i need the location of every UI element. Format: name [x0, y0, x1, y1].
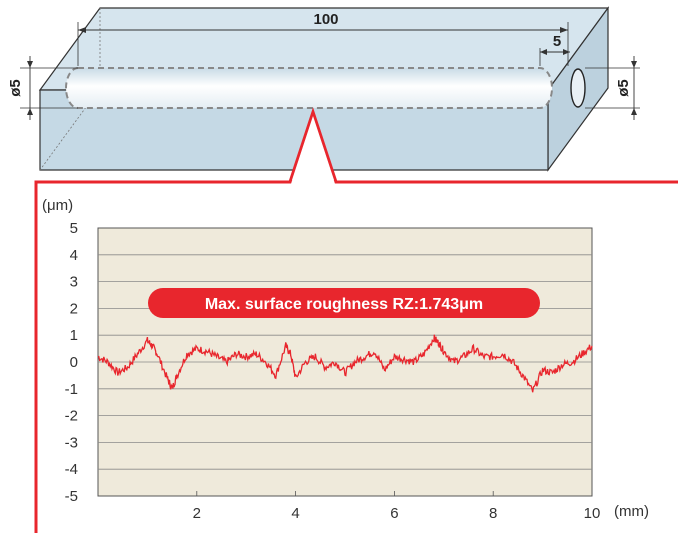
y-tick-label: -5 [65, 488, 78, 505]
y-tick-label: -2 [65, 408, 78, 425]
callout-pointer-fill [292, 116, 334, 180]
right-diameter-label: ø5 [615, 79, 632, 97]
y-tick-label: -4 [65, 461, 78, 478]
left-diameter-dimension: ø5 [7, 56, 78, 120]
y-tick-label: 5 [70, 220, 78, 237]
y-tick-label: 4 [70, 247, 78, 264]
bore-opening [570, 68, 586, 108]
roughness-annotation: Max. surface roughness RZ:1.743μm [148, 288, 540, 318]
annotation-badge [148, 288, 540, 318]
x-tick-label: 8 [489, 505, 497, 522]
callout-frame [34, 107, 678, 533]
y-tick-label: -1 [65, 381, 78, 398]
x-axis-label: (mm) [614, 503, 649, 520]
test-block: 100 5 ø5 ø5 [7, 6, 640, 172]
y-tick-label: -3 [65, 434, 78, 451]
x-tick-label: 10 [584, 505, 601, 522]
x-tick-label: 4 [291, 505, 299, 522]
x-tick-label: 6 [390, 505, 398, 522]
y-tick-label: 2 [70, 300, 78, 317]
y-tick-labels: 5 4 3 2 1 0 -1 -2 -3 -4 -5 [65, 220, 78, 505]
left-diameter-label: ø5 [7, 79, 24, 97]
y-axis-label: (μm) [42, 197, 73, 214]
roughness-profile-line [97, 334, 593, 393]
end-depth-dimension: 5 [539, 33, 570, 66]
x-tick-label: 2 [193, 505, 201, 522]
y-tick-label: 1 [70, 327, 78, 344]
y-tick-label: 0 [70, 354, 78, 371]
end-depth-label: 5 [553, 33, 561, 50]
right-diameter-dimension: ø5 [585, 56, 640, 120]
x-tick-labels: 2 4 6 8 10 [193, 491, 601, 522]
length-dimension: 100 [77, 11, 569, 66]
length-label: 100 [313, 11, 338, 28]
y-tick-label: 3 [70, 274, 78, 291]
annotation-text: Max. surface roughness RZ:1.743μm [205, 296, 483, 313]
bore-hole [65, 67, 553, 109]
